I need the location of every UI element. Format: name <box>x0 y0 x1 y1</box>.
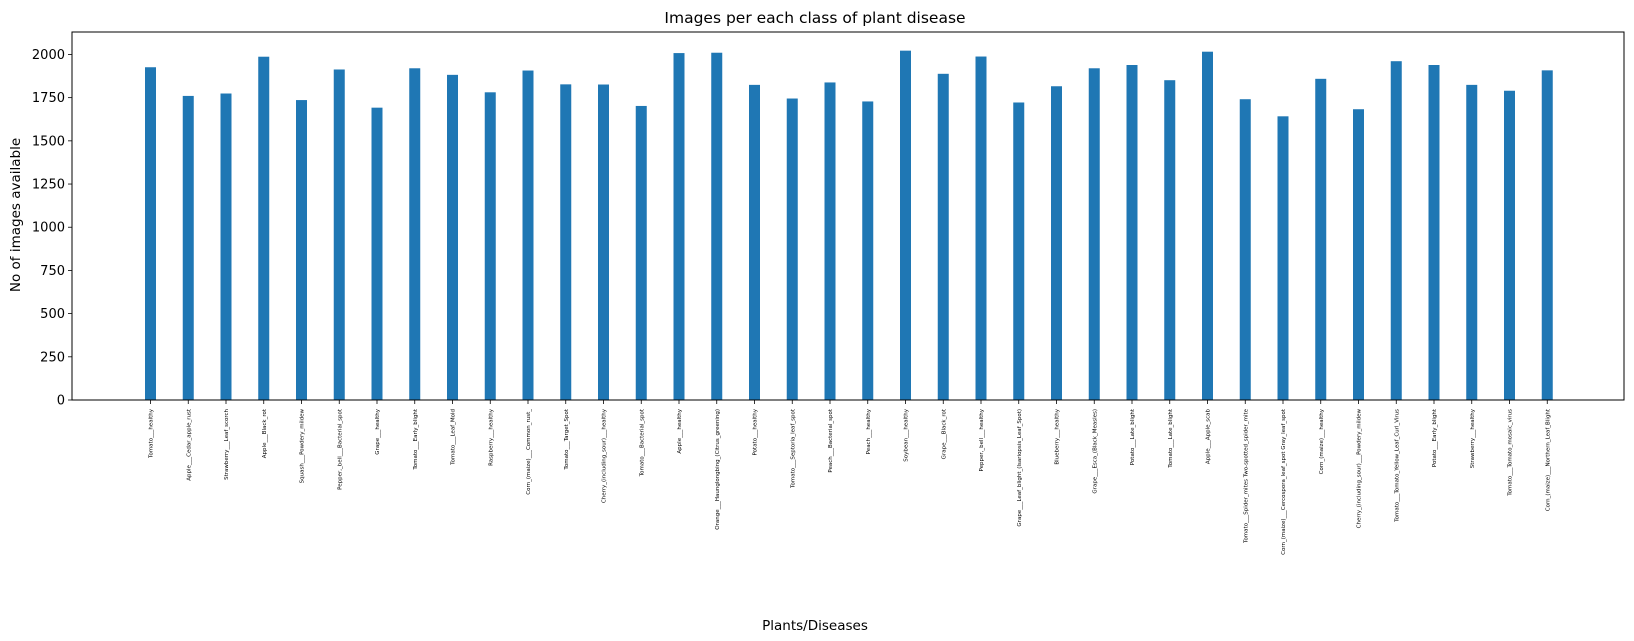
x-tick-label-21: Grape___Black_rot <box>941 408 947 459</box>
x-tick-label-35: Strawberry___healthy <box>1470 408 1476 468</box>
bar-2 <box>220 93 232 400</box>
x-tick-label-25: Grape___Esca_(Black_Measles) <box>1092 409 1098 494</box>
x-tick-label-34: Potato___Early_blight <box>1432 408 1438 467</box>
bar-8 <box>447 74 458 400</box>
y-tick-label-5: 1250 <box>32 178 65 193</box>
x-tick-label-15: Orange___Haunglongbing_(Citrus_greening) <box>715 409 721 530</box>
bar-29 <box>1239 99 1251 401</box>
bar-16 <box>749 84 760 401</box>
bar-6 <box>371 107 383 401</box>
y-tick-label-6: 1500 <box>32 134 65 149</box>
y-axis-ticks: 0 250 500 750 1000 1250 1500 1750 2000 <box>32 48 72 409</box>
bar-14 <box>673 53 685 400</box>
x-tick-label-29: Tomato___Spider_mites Two-spotted_spider… <box>1243 408 1249 544</box>
x-tick-label-22: Pepper,_bell___healthy <box>979 408 985 471</box>
bar-33 <box>1390 61 1402 400</box>
x-tick-label-30: Corn_(maize)___Cercospora_leaf_spot Gray… <box>1281 408 1287 555</box>
x-tick-label-14: Apple___healthy <box>677 408 683 453</box>
bar-18 <box>824 82 836 400</box>
bar-0 <box>145 67 156 400</box>
x-tick-label-28: Apple___Apple_scab <box>1206 409 1212 465</box>
bar-4 <box>296 100 307 400</box>
x-tick-label-10: Corn_(maize)___Common_rust_ <box>526 409 532 495</box>
x-tick-label-11: Tomato___Target_Spot <box>564 408 570 470</box>
y-tick-label-4: 1000 <box>32 221 65 236</box>
bar-26 <box>1126 65 1138 400</box>
bar-1 <box>182 95 194 401</box>
y-tick-label-0: 0 <box>57 394 65 409</box>
bar-23 <box>1013 102 1025 401</box>
bar-24 <box>1051 86 1062 400</box>
y-tick-label-2: 500 <box>40 307 65 322</box>
y-axis-label: No of images available <box>8 138 24 292</box>
plot-frame <box>71 31 1625 401</box>
x-tick-label-3: Apple___Black_rot <box>262 408 268 458</box>
bar-34 <box>1428 65 1440 400</box>
bar-36 <box>1504 90 1515 401</box>
bar-12 <box>598 84 609 401</box>
bar-3 <box>258 56 270 401</box>
x-axis-ticks: Tomato___healthy Apple___Cedar_apple_rust… <box>149 400 1551 555</box>
bar-5 <box>333 69 345 401</box>
x-tick-label-7: Tomato___Early_blight <box>413 408 419 470</box>
bar-31 <box>1315 78 1327 400</box>
x-tick-label-9: Raspberry___healthy <box>488 408 494 466</box>
x-tick-label-18: Peach___Bacterial_spot <box>828 408 834 473</box>
x-tick-label-6: Grape___healthy <box>375 408 381 454</box>
bar-25 <box>1088 68 1100 400</box>
y-tick-label-3: 750 <box>40 264 65 279</box>
x-tick-label-17: Tomato___Septoria_leaf_spot <box>790 408 796 489</box>
bar-21 <box>937 73 949 400</box>
bar-17 <box>786 98 798 401</box>
bar-22 <box>975 56 987 400</box>
bar-30 <box>1277 116 1289 400</box>
x-tick-label-19: Peach___healthy <box>866 408 872 454</box>
x-tick-label-8: Tomato___Leaf_Mold <box>451 409 457 466</box>
bar-7 <box>409 68 421 400</box>
y-tick-label-8: 2000 <box>32 48 65 63</box>
x-tick-label-37: Corn_(maize)___Northern_Leaf_Blight <box>1545 408 1551 511</box>
bar-15 <box>711 52 723 400</box>
x-tick-label-5: Pepper,_bell___Bacterial_spot <box>337 408 343 490</box>
x-tick-label-4: Squash___Powdery_mildew <box>300 409 306 484</box>
x-tick-label-20: Soybean___healthy <box>904 408 910 462</box>
bars-group <box>145 50 1553 401</box>
x-tick-label-2: Strawberry___Leaf_scorch <box>224 408 230 479</box>
bar-13 <box>635 105 647 400</box>
x-tick-label-16: Potato___healthy <box>753 408 759 455</box>
x-tick-label-24: Blueberry___healthy <box>1055 408 1061 464</box>
bar-35 <box>1466 84 1478 401</box>
bar-27 <box>1164 80 1176 400</box>
bar-20 <box>900 50 911 400</box>
x-tick-label-26: Potato___Late_blight <box>1130 408 1136 465</box>
x-tick-label-27: Tomato___Late_blight <box>1168 408 1174 469</box>
bar-19 <box>862 101 874 400</box>
bar-11 <box>560 84 572 400</box>
x-tick-label-23: Grape___Leaf_blight_(Isariopsis_Leaf_Spo… <box>1017 409 1023 527</box>
bar-9 <box>484 92 496 401</box>
x-tick-label-36: Tomato___Tomato_mosaic_virus <box>1508 409 1514 497</box>
x-axis-label: Plants/Diseases <box>762 618 868 634</box>
chart-title: Images per each class of plant disease <box>664 9 965 27</box>
y-tick-label-7: 1750 <box>32 91 65 106</box>
bar-37 <box>1541 70 1553 400</box>
x-tick-label-0: Tomato___healthy <box>149 408 155 459</box>
x-tick-label-12: Cherry_(including_sour)___healthy <box>602 408 608 503</box>
x-tick-label-1: Apple___Cedar_apple_rust <box>186 408 192 481</box>
bar-32 <box>1353 109 1364 400</box>
x-tick-label-31: Corn_(maize)___healthy <box>1319 408 1325 474</box>
x-tick-label-13: Tomato___Bacterial_spot <box>639 408 645 477</box>
bar-28 <box>1202 51 1213 400</box>
x-tick-label-33: Tomato___Tomato_Yellow_Leaf_Curl_Virus <box>1394 409 1400 523</box>
x-tick-label-32: Cherry_(including_sour)___Powdery_mildew <box>1357 409 1363 529</box>
bar-10 <box>522 70 534 400</box>
y-tick-label-1: 250 <box>40 350 65 365</box>
